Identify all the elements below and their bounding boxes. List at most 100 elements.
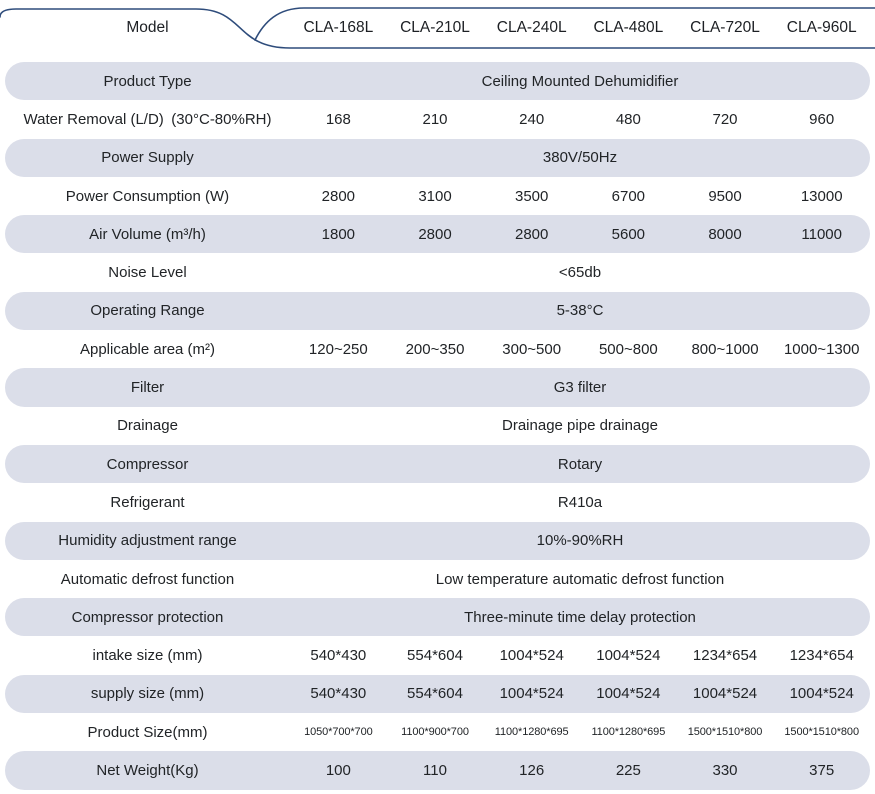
- row-product-type: Product Type Ceiling Mounted Dehumidifie…: [5, 62, 870, 101]
- row-label: Net Weight(Kg): [96, 761, 199, 779]
- row-power-supply: Power Supply 380V/50Hz: [5, 138, 870, 177]
- row-label: supply size (mm): [90, 685, 205, 703]
- cell-value: 540*430: [310, 647, 367, 665]
- merged-value: 10%-90%RH: [536, 532, 624, 550]
- cell-value: 240: [519, 110, 545, 128]
- row-air-volume: Air Volume (m³/h) 1800 2800 2800 5600 80…: [5, 215, 870, 254]
- row-label: Applicable area (m²): [79, 340, 216, 358]
- model-column-header: CLA-210L: [400, 19, 470, 36]
- row-refrigerant: Refrigerant R410a: [5, 483, 870, 521]
- table-header: Model CLA-168L CLA-210L CLA-240L CLA-480…: [0, 0, 875, 62]
- row-humidity-adjustment-range: Humidity adjustment range 10%-90%RH: [5, 521, 870, 560]
- row-applicable-area: Applicable area (m²) 120~250 200~350 300…: [5, 330, 870, 368]
- cell-value: 1100*1280*695: [591, 726, 666, 739]
- merged-value: G3 filter: [553, 379, 607, 397]
- cell-value: 2800: [418, 225, 452, 243]
- cell-value: 8000: [708, 225, 742, 243]
- cell-value: 9500: [708, 187, 742, 205]
- cell-value: 6700: [611, 187, 646, 205]
- row-label: Compressor protection: [71, 608, 224, 626]
- cell-value: 330: [712, 761, 738, 779]
- row-label: Filter: [130, 379, 165, 397]
- cell-value: 3100: [418, 187, 452, 205]
- cell-value: 1004*524: [499, 647, 564, 665]
- merged-value: Drainage pipe drainage: [502, 417, 658, 435]
- cell-value: 1004*524: [499, 685, 564, 703]
- row-label: Refrigerant: [110, 493, 185, 511]
- row-noise-level: Noise Level <65db: [5, 253, 870, 291]
- merged-value: 380V/50Hz: [542, 149, 618, 167]
- cell-value: 1004*524: [596, 685, 661, 703]
- header-curve-decoration: [0, 7, 875, 49]
- cell-value: 126: [519, 761, 545, 779]
- row-label: intake size (mm): [92, 647, 203, 665]
- cell-value: 5600: [611, 225, 646, 243]
- merged-value: Rotary: [557, 455, 603, 473]
- cell-value: 100: [325, 761, 351, 779]
- row-intake-size: intake size (mm) 540*430 554*604 1004*52…: [5, 636, 870, 674]
- model-column-header: CLA-168L: [303, 19, 374, 36]
- cell-value: 1000~1300: [783, 340, 860, 358]
- cell-value: 2800: [514, 225, 549, 243]
- row-label: Humidity adjustment range: [58, 532, 237, 550]
- cell-value: 3500: [514, 187, 549, 205]
- merged-value: Ceiling Mounted Dehumidifier: [481, 72, 679, 90]
- cell-value: 1050*700*700: [304, 726, 373, 739]
- cell-value: 375: [809, 761, 835, 779]
- merged-value: <65db: [558, 264, 602, 282]
- merged-value: 5-38°C: [556, 302, 604, 320]
- cell-value: 960: [809, 110, 835, 128]
- cell-value: 1100*1280*695: [494, 726, 569, 739]
- cell-value: 1004*524: [596, 647, 661, 665]
- cell-value: 210: [422, 110, 448, 128]
- row-label: Compressor: [106, 455, 189, 473]
- row-label: Operating Range: [90, 302, 205, 320]
- row-drainage: Drainage Drainage pipe drainage: [5, 407, 870, 445]
- cell-value: 554*604: [407, 647, 463, 665]
- row-label: Automatic defrost function: [60, 570, 235, 588]
- row-filter: Filter G3 filter: [5, 368, 870, 407]
- row-label: Power Supply: [101, 149, 194, 167]
- merged-value: R410a: [557, 493, 603, 511]
- row-label: Product Type: [103, 72, 192, 90]
- model-column-header: CLA-960L: [786, 19, 857, 36]
- row-compressor-protection: Compressor protection Three-minute time …: [5, 598, 870, 637]
- row-label: Product Size(mm): [87, 723, 208, 741]
- row-power-consumption: Power Consumption (W) 2800 3100 3500 670…: [5, 177, 870, 215]
- row-operating-range: Operating Range 5-38°C: [5, 291, 870, 331]
- cell-value: 554*604: [407, 685, 463, 703]
- cell-value: 720: [712, 110, 738, 128]
- cell-value: 1800: [321, 225, 356, 243]
- cell-value: 1234*654: [789, 647, 854, 665]
- cell-value: 300~500: [502, 340, 562, 358]
- cell-value: 1100*900*700: [401, 726, 469, 739]
- cell-value: 225: [615, 761, 641, 779]
- cell-value: 1004*524: [692, 685, 758, 703]
- row-label: Power Consumption (W): [65, 187, 230, 205]
- model-column-header: CLA-240L: [496, 19, 567, 36]
- row-water-removal: Water Removal (L/D) (30°C-80%RH) 168 210…: [5, 100, 870, 138]
- cell-value: 2800: [321, 187, 356, 205]
- cell-value: 500~800: [598, 340, 658, 358]
- row-compressor: Compressor Rotary: [5, 444, 870, 484]
- cell-value: 480: [615, 110, 641, 128]
- model-column-header: CLA-720L: [690, 19, 760, 36]
- model-header-label: Model: [126, 19, 169, 36]
- row-label: Air Volume (m³/h): [89, 225, 206, 243]
- cell-value: 1004*524: [789, 685, 854, 703]
- row-label: Drainage: [117, 417, 178, 435]
- row-automatic-defrost: Automatic defrost function Low temperatu…: [5, 560, 870, 598]
- merged-value: Low temperature automatic defrost functi…: [435, 570, 725, 588]
- cell-value: 540*430: [310, 685, 367, 703]
- row-label: Noise Level: [108, 264, 187, 282]
- row-label: Water Removal (L/D) (30°C-80%RH): [23, 110, 272, 128]
- cell-value: 1500*1510*800: [687, 726, 763, 739]
- row-net-weight: Net Weight(Kg) 100 110 126 225 330 375: [5, 751, 870, 790]
- row-product-size: Product Size(mm) 1050*700*700 1100*900*7…: [5, 713, 870, 751]
- cell-value: 110: [423, 761, 447, 779]
- cell-value: 800~1000: [691, 340, 759, 358]
- model-column-header: CLA-480L: [593, 19, 664, 36]
- header-row: Model CLA-168L CLA-210L CLA-240L CLA-480…: [0, 2, 875, 54]
- cell-value: 168: [325, 110, 351, 128]
